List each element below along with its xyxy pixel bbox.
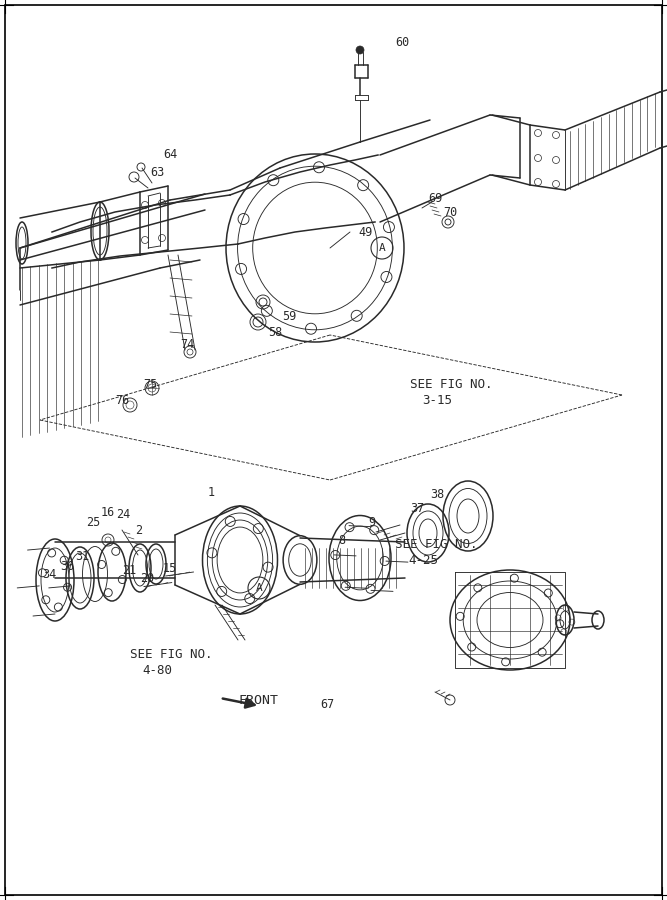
Text: 31: 31 <box>75 550 89 562</box>
Text: 1: 1 <box>208 485 215 499</box>
Text: 60: 60 <box>395 35 410 49</box>
Text: 37: 37 <box>410 501 424 515</box>
Text: 2: 2 <box>135 524 142 536</box>
Text: 58: 58 <box>268 327 282 339</box>
Text: 75: 75 <box>143 377 157 391</box>
Text: 49: 49 <box>358 227 372 239</box>
Text: 3-15: 3-15 <box>422 393 452 407</box>
Text: 76: 76 <box>115 393 129 407</box>
Text: 59: 59 <box>282 310 296 322</box>
Text: 8: 8 <box>338 535 345 547</box>
Text: 36: 36 <box>60 560 74 572</box>
Text: FRONT: FRONT <box>238 694 278 706</box>
Text: 63: 63 <box>150 166 164 178</box>
Circle shape <box>356 46 364 54</box>
Text: 24: 24 <box>116 508 130 521</box>
Text: 4-80: 4-80 <box>142 663 172 677</box>
Text: SEE FIG NO.: SEE FIG NO. <box>395 538 478 552</box>
Text: SEE FIG NO.: SEE FIG NO. <box>130 649 213 662</box>
Text: 4-25: 4-25 <box>408 554 438 566</box>
Text: 34: 34 <box>42 569 56 581</box>
Text: 67: 67 <box>320 698 334 712</box>
Text: 64: 64 <box>163 148 177 161</box>
Text: 16: 16 <box>101 506 115 518</box>
Text: 21: 21 <box>122 563 136 577</box>
Text: SEE FIG NO.: SEE FIG NO. <box>410 379 492 392</box>
Text: 15: 15 <box>163 562 177 574</box>
Text: 38: 38 <box>430 488 444 500</box>
Text: 25: 25 <box>86 516 100 528</box>
Text: 20: 20 <box>140 572 154 584</box>
Text: 74: 74 <box>180 338 194 352</box>
Text: 69: 69 <box>428 192 442 204</box>
Text: 70: 70 <box>443 206 458 220</box>
Text: A: A <box>255 583 262 593</box>
Text: A: A <box>379 243 386 253</box>
Text: 9: 9 <box>368 516 375 528</box>
